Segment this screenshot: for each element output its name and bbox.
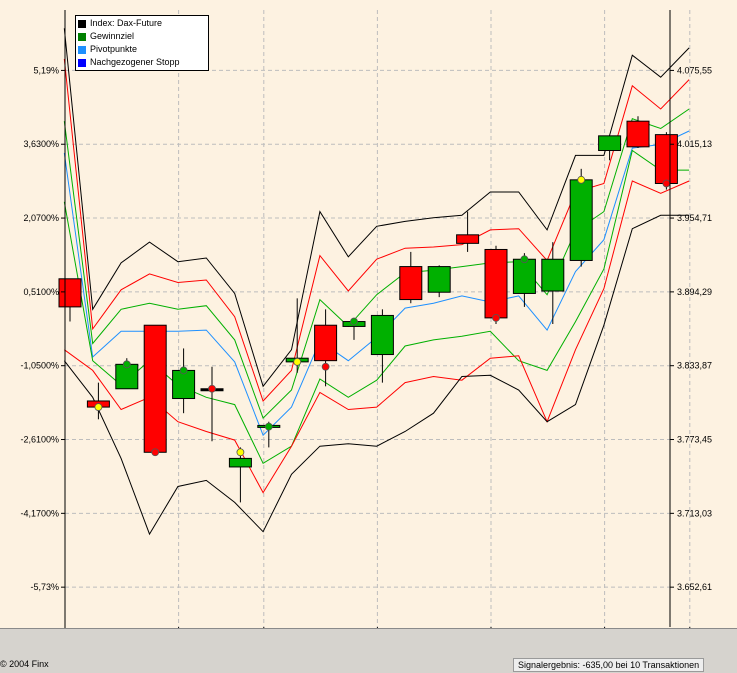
- signal-marker: [122, 360, 131, 369]
- legend-item: Pivotpunkte: [78, 43, 206, 56]
- candle-body: [58, 278, 82, 308]
- signal-marker: [520, 255, 529, 264]
- right-tick-label: 3.713,03: [677, 508, 712, 518]
- legend-label: Pivotpunkte: [90, 44, 138, 54]
- right-tick-label: 3.773,45: [677, 435, 712, 445]
- signal-marker: [208, 384, 216, 393]
- signal-marker: [321, 362, 330, 371]
- right-tick-label: 3.894,29: [677, 287, 712, 297]
- right-tick-label: 3.652,61: [677, 582, 712, 592]
- legend-swatch: [78, 19, 86, 28]
- candle-body: [512, 258, 536, 294]
- candle-body: [456, 234, 480, 244]
- signal-marker: [264, 422, 273, 431]
- band-lines: [63, 28, 690, 536]
- legend-item: Nachgezogener Stopp: [78, 56, 206, 69]
- left-tick-label: 0,5100%: [23, 287, 59, 297]
- legend-label: Gewinnziel: [90, 31, 135, 41]
- right-tick-label: 3.954,71: [677, 213, 712, 223]
- band-line: [64, 180, 690, 494]
- candle-body: [626, 120, 650, 148]
- copyright-text: © 2004 Finx: [0, 659, 49, 669]
- legend-swatch: [78, 45, 86, 54]
- candle-body: [654, 134, 678, 184]
- legend: Index: Dax-Future Gewinnziel Pivotpunkte…: [75, 15, 209, 71]
- signal-marker: [577, 175, 586, 184]
- candle-body: [172, 369, 196, 400]
- axes: 5,19% 4.075,55 3,6300% 4.015,13 2,0700% 3.954…: [20, 10, 712, 643]
- legend-label: Index: Dax-Future: [90, 18, 163, 28]
- right-tick-label: 3.833,87: [677, 361, 712, 371]
- candle-body: [541, 258, 565, 292]
- legend-swatch: [78, 58, 86, 67]
- signal-marker: [151, 448, 160, 457]
- left-tick-label: 3,6300%: [23, 139, 59, 149]
- left-tick-label: 5,19%: [33, 65, 59, 75]
- signal-marker: [179, 366, 188, 375]
- candle-body: [569, 179, 593, 261]
- candles: [58, 116, 678, 503]
- left-tick-label: 2,0700%: [23, 213, 59, 223]
- band-line: [63, 214, 690, 536]
- candle-body: [143, 324, 167, 453]
- candle-body: [427, 266, 451, 293]
- signal-marker: [662, 179, 671, 188]
- left-tick-label: -1,0500%: [20, 361, 59, 371]
- signal-marker: [236, 448, 245, 457]
- legend-label: Nachgezogener Stopp: [90, 57, 180, 67]
- left-tick-label: -2,6100%: [20, 435, 59, 445]
- signal-markers: [94, 175, 671, 457]
- left-tick-label: -5,73%: [30, 582, 59, 592]
- candle-body: [228, 457, 252, 468]
- candle-body: [370, 314, 394, 356]
- legend-swatch: [78, 32, 86, 41]
- right-tick-label: 4.075,55: [677, 65, 712, 75]
- band-line: [63, 149, 690, 465]
- left-tick-label: -4,1700%: [20, 508, 59, 518]
- candle-body: [484, 248, 508, 319]
- candle-body: [598, 135, 622, 152]
- signal-marker: [492, 313, 500, 322]
- signal-marker: [350, 317, 358, 326]
- signal-result-text: Signalergebnis: -635,00 bei 10 Transakti…: [513, 658, 705, 672]
- signal-marker: [94, 403, 103, 411]
- right-tick-label: 4.015,13: [677, 139, 712, 149]
- legend-item: Index: Dax-Future: [78, 17, 206, 30]
- candle-body: [399, 266, 423, 301]
- legend-item: Gewinnziel: [78, 30, 206, 43]
- candle-body: [314, 324, 338, 362]
- band-line: [63, 28, 690, 388]
- signal-marker: [293, 357, 302, 366]
